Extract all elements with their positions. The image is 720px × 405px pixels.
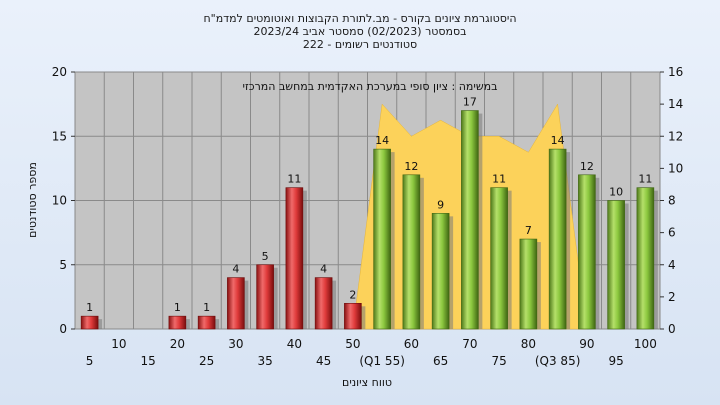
bar-45 bbox=[314, 277, 333, 330]
x-tick-label: 25 bbox=[199, 354, 214, 368]
bar-85 bbox=[548, 148, 567, 330]
x-tick-label: 35 bbox=[257, 354, 272, 368]
x-tick-label: 75 bbox=[491, 354, 506, 368]
y-tick-label: 0 bbox=[59, 322, 67, 336]
bar-50 bbox=[344, 302, 362, 330]
bar-75 bbox=[490, 187, 508, 330]
x-axis-title: טווח ציונים bbox=[342, 376, 392, 389]
plot-subtitle: במשימה : ציון סופי במערכת האקדמית במחשב … bbox=[243, 80, 498, 93]
y2-tick-label: 2 bbox=[668, 290, 676, 304]
value-label-40: 11 bbox=[287, 173, 301, 186]
bar-70 bbox=[461, 110, 479, 330]
value-label-70: 17 bbox=[463, 96, 477, 109]
value-label-55: 14 bbox=[375, 134, 389, 147]
bar-65 bbox=[431, 213, 450, 330]
y2-tick-label: 14 bbox=[668, 97, 683, 111]
value-label-75: 11 bbox=[492, 173, 506, 186]
y2-tick-label: 10 bbox=[668, 161, 683, 175]
value-label-90: 12 bbox=[580, 160, 594, 173]
bar-100 bbox=[636, 187, 655, 330]
chart-title-line1: היסטוגרמת ציונים בקורס - מב.לתורת הקבוצו… bbox=[203, 12, 516, 25]
x-tick-label: 20 bbox=[170, 337, 185, 351]
x-tick-label: 45 bbox=[316, 354, 331, 368]
value-label-100: 11 bbox=[638, 173, 652, 186]
bar-35 bbox=[256, 264, 274, 330]
chart-title-line3: סטודנטים רשומים - 222 bbox=[303, 38, 417, 51]
bar-20 bbox=[168, 315, 187, 330]
y2-tick-label: 4 bbox=[668, 258, 676, 272]
bar-5 bbox=[80, 315, 99, 330]
y2-tick-label: 8 bbox=[668, 194, 676, 208]
bar-55 bbox=[373, 148, 391, 330]
value-label-25: 1 bbox=[203, 301, 210, 314]
y-axis-title: מספר סטודנטים bbox=[26, 162, 39, 238]
y2-tick-label: 16 bbox=[668, 65, 683, 79]
bar-series bbox=[80, 110, 658, 330]
bar-95 bbox=[607, 200, 625, 330]
y-tick-label: 5 bbox=[59, 258, 67, 272]
value-label-95: 10 bbox=[609, 186, 623, 199]
x-tick-label: 15 bbox=[140, 354, 155, 368]
y-tick-label: 20 bbox=[52, 65, 67, 79]
value-label-30: 4 bbox=[232, 263, 239, 276]
y-tick-label: 15 bbox=[52, 129, 67, 143]
x-tick-label: 40 bbox=[287, 337, 302, 351]
bar-30 bbox=[227, 277, 245, 330]
x-tick-label: 90 bbox=[579, 337, 594, 351]
x-tick-label: 30 bbox=[228, 337, 243, 351]
x-tick-label: 50 bbox=[345, 337, 360, 351]
x-tick-label: 70 bbox=[462, 337, 477, 351]
value-label-5: 1 bbox=[86, 301, 93, 314]
value-label-45: 4 bbox=[320, 263, 327, 276]
value-label-60: 12 bbox=[404, 160, 418, 173]
chart-title-line2: בסמסטר (02/2023) סמסטר אביב 2023/24 bbox=[253, 25, 466, 38]
y-tick-label: 10 bbox=[52, 194, 67, 208]
value-label-65: 9 bbox=[437, 198, 444, 211]
bar-60 bbox=[402, 174, 421, 330]
y-axis-left: 0 5 10 15 20 bbox=[52, 65, 75, 336]
x-tick-label: 65 bbox=[433, 354, 448, 368]
bar-25 bbox=[197, 315, 216, 330]
x-tick-label: 80 bbox=[521, 337, 536, 351]
x-tick-label: 95 bbox=[608, 354, 623, 368]
value-label-80: 7 bbox=[525, 224, 532, 237]
x-tick-label: (Q1 55) bbox=[359, 354, 405, 368]
bar-40 bbox=[285, 187, 304, 330]
value-label-50: 2 bbox=[349, 288, 356, 301]
y2-tick-label: 6 bbox=[668, 226, 676, 240]
y2-tick-label: 12 bbox=[668, 129, 683, 143]
x-tick-label: 100 bbox=[634, 337, 657, 351]
y2-tick-label: 0 bbox=[668, 322, 676, 336]
bar-80 bbox=[519, 238, 538, 330]
y-axis-right: 0 2 4 6 8 10 12 14 16 bbox=[660, 65, 683, 336]
value-label-35: 5 bbox=[262, 250, 269, 263]
x-tick-label: (Q3 85) bbox=[535, 354, 581, 368]
bar-90 bbox=[578, 174, 596, 330]
x-tick-label: 60 bbox=[404, 337, 419, 351]
value-label-85: 14 bbox=[551, 134, 565, 147]
value-label-20: 1 bbox=[174, 301, 181, 314]
x-tick-label: 5 bbox=[86, 354, 94, 368]
x-axis: 5 10 15 20 25 30 35 40 45 50 (Q1 55) 60 65 70 75 80 (Q3 … bbox=[86, 337, 657, 368]
x-tick-label: 10 bbox=[111, 337, 126, 351]
